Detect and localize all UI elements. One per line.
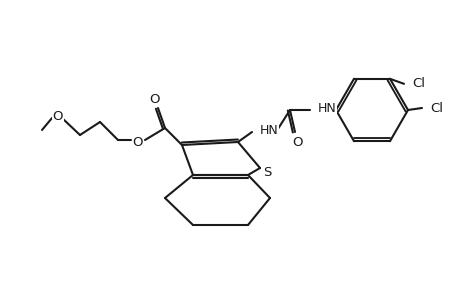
Text: Cl: Cl <box>411 77 424 90</box>
Text: HN: HN <box>317 101 336 115</box>
Text: O: O <box>292 136 302 148</box>
Text: S: S <box>262 167 271 179</box>
Text: Cl: Cl <box>429 101 442 115</box>
Text: O: O <box>53 110 63 122</box>
Text: O: O <box>150 92 160 106</box>
Text: HN: HN <box>259 124 278 136</box>
Text: O: O <box>133 136 143 148</box>
